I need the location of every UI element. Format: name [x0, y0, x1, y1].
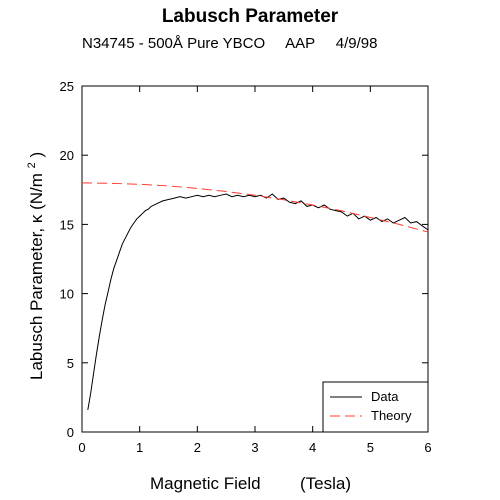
legend-label-theory: Theory [371, 408, 412, 423]
y-axis-unit-sup: 2 [26, 162, 38, 168]
y-tick-label: 15 [60, 217, 74, 232]
x-tick-label: 0 [78, 440, 85, 455]
series-line-theory [81, 182, 429, 233]
y-tick-label: 20 [60, 148, 74, 163]
y-axis-label: Labusch Parameter, κ (N/m 2 ) [20, 152, 46, 380]
y-axis-label-text: Labusch Parameter, κ [27, 214, 46, 380]
series-line-data [87, 193, 429, 410]
x-tick-label: 3 [251, 440, 258, 455]
x-tick-label: 2 [194, 440, 201, 455]
y-tick-label: 10 [60, 287, 74, 302]
x-axis-label: Magnetic Field [150, 474, 261, 493]
y-tick-label: 25 [60, 79, 74, 94]
x-axis-unit: (Tesla) [300, 474, 351, 493]
legend: Data Theory [322, 381, 429, 433]
x-tick-label: 6 [424, 440, 431, 455]
y-axis-unit-suffix: ) [27, 152, 46, 158]
chart-title: Labusch Parameter [161, 6, 339, 27]
legend-box [322, 381, 429, 433]
x-tick-label: 1 [136, 440, 143, 455]
y-axis-unit-prefix: (N/m [27, 173, 46, 210]
chart-subtitle: N34745 - 500Å Pure YBCO AAP 4/9/98 [82, 35, 378, 52]
legend-label-data: Data [371, 389, 399, 404]
x-tick-label: 5 [367, 440, 374, 455]
x-tick-label: 4 [309, 440, 316, 455]
plot-frame [81, 85, 429, 433]
y-tick-label: 0 [67, 425, 74, 440]
y-tick-label: 5 [67, 356, 74, 371]
